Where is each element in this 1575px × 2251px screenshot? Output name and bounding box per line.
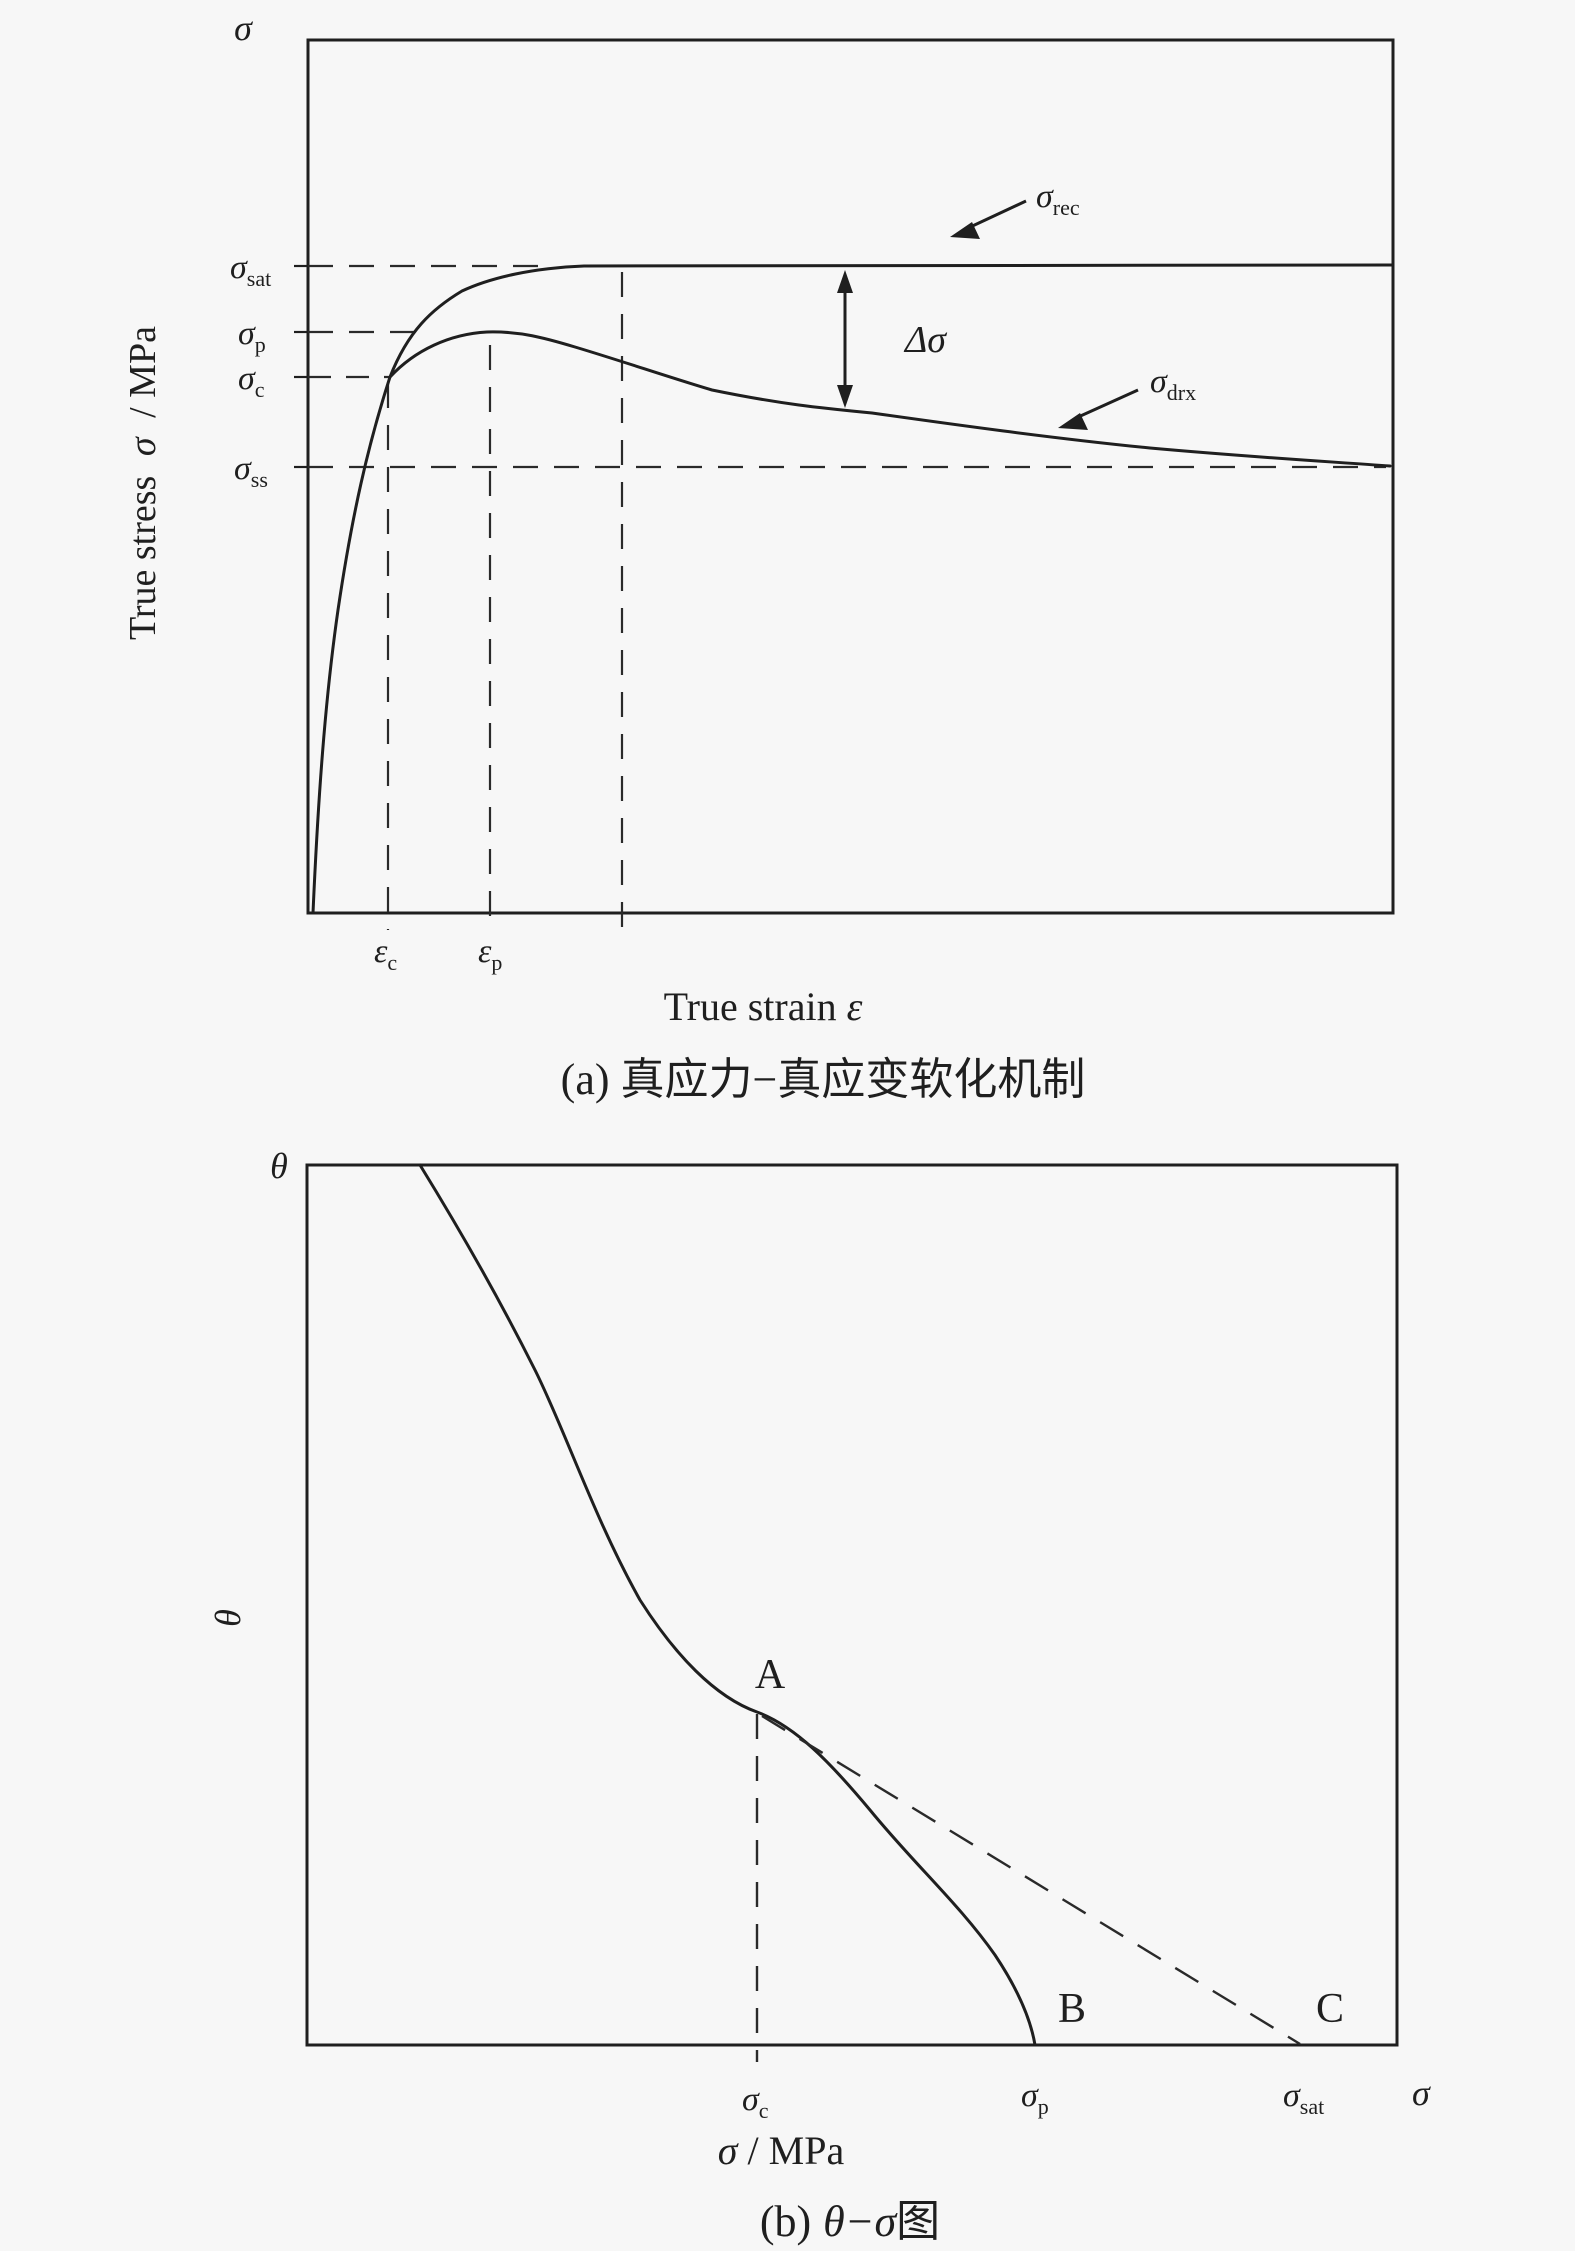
delta-sigma-arrow (837, 270, 853, 408)
chart-a-x-tick-labels: εc εp (374, 933, 502, 975)
sigma-ss-label: σss (234, 450, 268, 492)
chart-b-y-axis-title: θ (208, 1609, 248, 1627)
sigma-sat-label: σsat (230, 249, 271, 291)
arrow-left-down-icon (1058, 413, 1088, 430)
sigma-rec-label: σrec (1036, 178, 1080, 220)
sigma-drx-curve (388, 330, 1392, 468)
chart-a-y-tick-labels: σsat σp σc σss (230, 249, 271, 492)
chart-a-caption: (a) 真应力−真应变软化机制 (561, 1055, 1086, 1104)
arrow-down-icon (837, 385, 853, 408)
arrow-left-down-icon (950, 222, 980, 239)
sigma-sat-tick-label: σsat (1283, 2077, 1324, 2119)
epsilon-c-label: εc (374, 933, 397, 975)
arrow-up-icon (837, 270, 853, 293)
chart-a-y-axis-title: True stress σ / MPa (122, 326, 164, 640)
sigma-rec-pointer-shaft (965, 199, 1027, 231)
sigma-p-label: σp (238, 315, 266, 357)
chart-a-x-axis-title: True strain ε (664, 984, 863, 1029)
chart-b-x-axis-title: σ / MPa (718, 2128, 845, 2173)
delta-sigma-label: Δσ (903, 319, 947, 361)
chart-b-x-axis-symbol: σ (1412, 2073, 1431, 2113)
chart-a-y-ticks (294, 264, 308, 469)
sigma-drx-label: σdrx (1150, 363, 1196, 405)
chart-b-y-axis-symbol: θ (270, 1146, 288, 1186)
tangent-line-a-to-c (761, 1714, 1301, 2046)
sigma-rec-curve (311, 263, 1395, 915)
chart-b-x-tick-labels: σc σp σsat (742, 2077, 1324, 2123)
chart-b-plot-box (305, 1163, 1399, 2047)
chart-a-y-axis-symbol: σ (234, 8, 253, 48)
point-a-label: A (755, 1652, 786, 1698)
sigma-rec-pointer (950, 199, 1027, 239)
chart-a: σ True stress σ / MPa σsat σp σc σss εc (122, 8, 1395, 1104)
sigma-drx-pointer (1058, 388, 1139, 430)
point-b-label: B (1058, 1986, 1086, 2032)
chart-b: A B C θ θ σ σc σp σsat σ / MPa (b) θ−σ图 (208, 1146, 1431, 2246)
sigma-p-tick-label: σp (1021, 2077, 1049, 2119)
theta-sigma-curve (418, 1163, 1037, 2047)
chart-b-caption: (b) θ−σ图 (760, 2197, 940, 2246)
sigma-c-label: σc (238, 360, 265, 402)
point-c-label: C (1316, 1986, 1344, 2032)
sigma-drx-pointer-shaft (1075, 388, 1139, 420)
chart-a-plot-box (306, 38, 1395, 915)
sigma-c-tick-label: σc (742, 2081, 769, 2123)
epsilon-p-label: εp (478, 933, 502, 975)
